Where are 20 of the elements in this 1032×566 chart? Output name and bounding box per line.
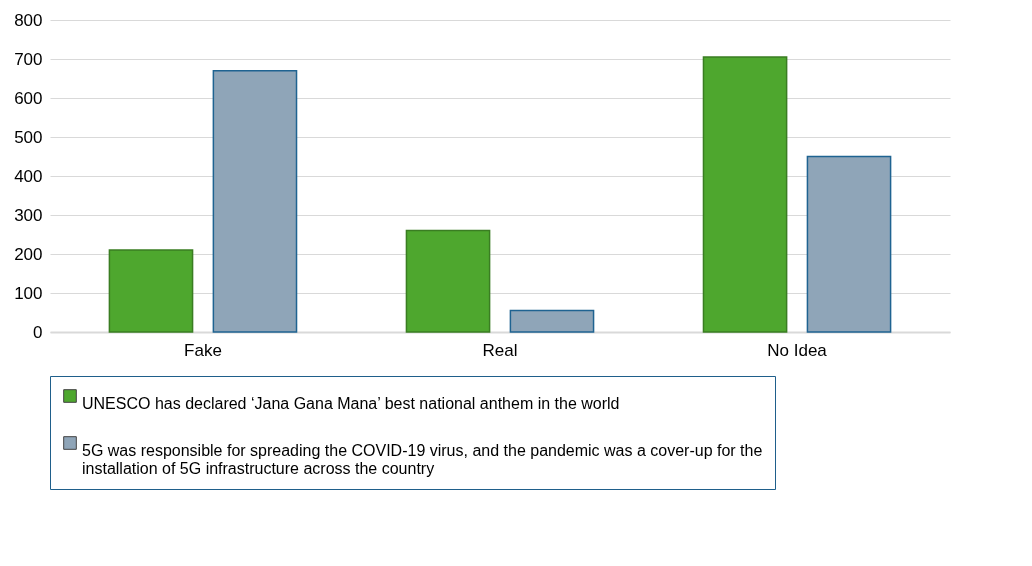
y-tick-label: 200	[14, 244, 43, 264]
legend-label: 5G was responsible for spreading the COVID-19 virus, and the pandemic was a cover-up for the installation of 5G infrastructure across the country	[82, 442, 763, 477]
bar	[702, 56, 788, 333]
x-tick-label: Real	[482, 340, 518, 360]
x-tick-label: Fake	[184, 340, 222, 360]
y-tick-label: 500	[14, 127, 43, 147]
x-tick-label: No Idea	[767, 340, 828, 360]
y-tick-label: 100	[14, 283, 43, 303]
y-tick-label: 300	[14, 205, 43, 225]
y-tick-label: 400	[14, 166, 43, 186]
bar	[405, 229, 491, 333]
bar	[212, 69, 298, 333]
bar	[108, 249, 194, 333]
bar	[509, 309, 595, 333]
bar	[806, 155, 892, 333]
y-tick-label: 600	[14, 88, 43, 108]
y-tick-label: 700	[14, 49, 43, 69]
y-tick-label: 800	[14, 10, 43, 30]
legend-label: UNESCO has declared ‘Jana Gana Mana’ best national anthem in the world	[82, 395, 620, 412]
y-tick-label: 0	[33, 322, 43, 342]
